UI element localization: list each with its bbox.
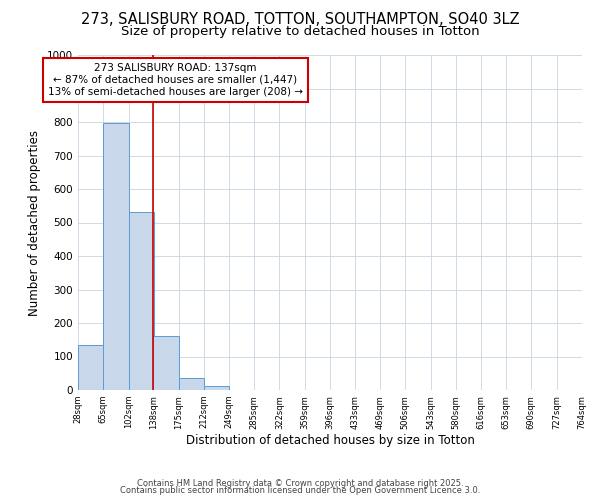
Bar	[103, 124, 128, 390]
Bar	[204, 386, 229, 390]
Bar	[179, 378, 204, 390]
Text: 273 SALISBURY ROAD: 137sqm
← 87% of detached houses are smaller (1,447)
13% of s: 273 SALISBURY ROAD: 137sqm ← 87% of deta…	[48, 64, 303, 96]
Text: Size of property relative to detached houses in Totton: Size of property relative to detached ho…	[121, 25, 479, 38]
Bar	[129, 212, 154, 390]
Y-axis label: Number of detached properties: Number of detached properties	[28, 130, 41, 316]
Text: 273, SALISBURY ROAD, TOTTON, SOUTHAMPTON, SO40 3LZ: 273, SALISBURY ROAD, TOTTON, SOUTHAMPTON…	[80, 12, 520, 28]
Bar	[78, 346, 103, 390]
Text: Contains public sector information licensed under the Open Government Licence 3.: Contains public sector information licen…	[120, 486, 480, 495]
Bar	[154, 336, 179, 390]
X-axis label: Distribution of detached houses by size in Totton: Distribution of detached houses by size …	[185, 434, 475, 448]
Text: Contains HM Land Registry data © Crown copyright and database right 2025.: Contains HM Land Registry data © Crown c…	[137, 478, 463, 488]
